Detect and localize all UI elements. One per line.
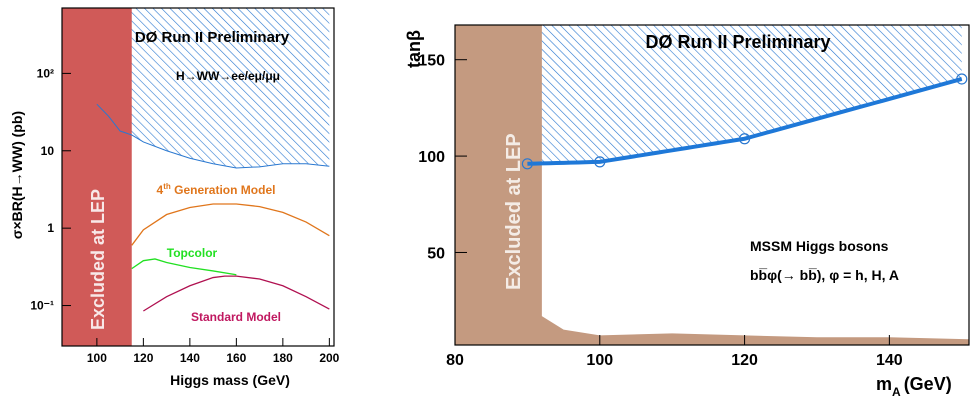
legend-line2: bb̅φ(→ bb̅), φ = h, H, A	[750, 267, 899, 283]
right-xtick-label: 140	[876, 352, 903, 369]
sm-label: Standard Model	[191, 310, 281, 324]
sm-curve	[143, 275, 330, 312]
left-plot-frame	[61, 7, 335, 347]
right-xlabel: mA (GeV)	[876, 374, 952, 399]
mssm-limit-point	[956, 73, 968, 85]
right-ylabel: tanβ	[404, 30, 424, 68]
fourth-gen-curve	[131, 203, 330, 246]
right-ytick-label: 150	[418, 53, 445, 70]
right-xtick-label: 120	[731, 352, 758, 369]
left-excluded-label: Excluded at LEP	[88, 189, 108, 330]
left-title: DØ Run II Preliminary	[135, 29, 290, 46]
right-xtick-label: 100	[586, 352, 613, 369]
topcolor-curve	[131, 258, 237, 276]
left-ytick-label: 10⁻¹	[30, 299, 54, 313]
mssm-hatch-area	[527, 25, 962, 164]
right-ytick-label: 100	[418, 149, 445, 166]
topcolor-label: Topcolor	[167, 246, 218, 260]
right-plot-frame	[454, 24, 970, 346]
left-xlabel: Higgs mass (GeV)	[170, 372, 290, 388]
lep-excluded-band	[62, 8, 132, 346]
left-xtick-label: 200	[319, 351, 339, 365]
mssm-limit-point	[738, 133, 751, 145]
limit-hatch-area	[96, 8, 330, 168]
right-title: DØ Run II Preliminary	[645, 32, 830, 52]
mssm-limit-point	[521, 158, 533, 170]
right-excluded-label: Excluded at LEP	[503, 133, 525, 290]
left-ytick-label: 10	[41, 144, 55, 158]
mssm-limit-curve	[527, 77, 963, 166]
left-xtick-label: 180	[273, 351, 293, 365]
legend-line1: MSSM Higgs bosons	[750, 238, 889, 254]
left-xtick-label: 160	[226, 351, 246, 365]
left-xtick-label: 120	[133, 351, 153, 365]
left-ytick-label: 1	[47, 221, 54, 235]
left-ylabel: σ×BR(H→WW) (pb)	[9, 111, 25, 239]
right-ytick-label: 50	[427, 245, 445, 262]
left-xtick-label: 140	[180, 351, 200, 365]
left-chart: 100 120 140 160 180 200 10⁻¹ 1 10 10² DØ Run II P…	[9, 7, 340, 388]
left-xtick-label: 100	[87, 351, 107, 365]
fourth-gen-label: 4th Generation Model	[157, 182, 276, 197]
limit-curve	[96, 103, 330, 169]
right-xtick-label: 80	[446, 352, 464, 369]
left-ytick-label: 10²	[37, 66, 54, 80]
right-chart: 80 100 120 140 50 100 150 DØ Run II Preliminar…	[404, 24, 970, 399]
lep-excluded-region	[455, 25, 969, 345]
left-subtitle: H→WW→ee/eμ/μμ	[176, 69, 280, 83]
mssm-limit-point	[594, 156, 606, 168]
